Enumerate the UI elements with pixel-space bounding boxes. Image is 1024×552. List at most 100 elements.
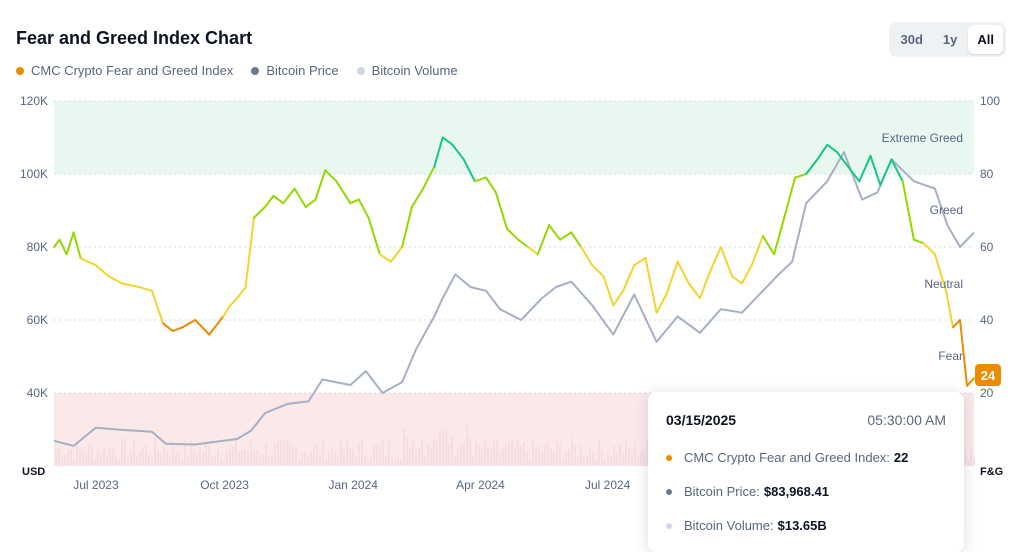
fng-line-segment[interactable] [527,246,539,256]
fng-line-segment[interactable] [922,242,936,256]
fng-line-segment[interactable] [162,322,174,332]
fng-line-segment[interactable] [794,173,808,179]
fng-line-segment[interactable] [740,264,753,285]
range-1y-button[interactable]: 1y [942,32,958,47]
fng-line-segment[interactable] [390,246,404,263]
fng-line-segment[interactable] [65,231,75,256]
fng-line-segment[interactable] [171,326,184,332]
volume-bar [973,457,975,466]
fng-line-segment[interactable] [357,198,370,219]
fng-line-segment[interactable] [506,227,520,241]
fng-line-segment[interactable] [719,246,734,278]
volume-bar [115,456,117,466]
fng-line-segment[interactable] [229,297,239,307]
fng-line-segment[interactable] [293,187,307,208]
fng-line-segment[interactable] [222,304,232,318]
fng-line-segment[interactable] [121,282,141,289]
fng-line-segment[interactable] [264,194,275,208]
fng-line-segment[interactable] [622,264,636,292]
fng-line-segment[interactable] [441,136,454,146]
fng-line-segment[interactable] [633,257,647,267]
fng-line-segment[interactable] [933,253,947,292]
fng-line-segment[interactable] [890,158,904,183]
fng-line-segment[interactable] [401,205,413,248]
fng-line-segment[interactable] [314,169,327,201]
fng-line-segment[interactable] [236,286,247,300]
fng-line-segment[interactable] [687,282,701,300]
fng-line-segment[interactable] [699,271,711,300]
fng-line-segment[interactable] [602,275,615,307]
fng-line-segment[interactable] [79,257,89,263]
fng-line-segment[interactable] [58,238,68,256]
legend-item-fng[interactable]: CMC Crypto Fear and Greed Index [16,63,233,78]
tooltip-dot-price [666,488,672,495]
fng-line-segment[interactable] [580,246,594,267]
fng-line-segment[interactable] [335,180,352,205]
fng-line-segment[interactable] [826,143,838,154]
legend-item-price[interactable]: Bitcoin Price [251,63,339,78]
fng-line-segment[interactable] [410,187,425,208]
fng-line-segment[interactable] [252,205,267,219]
fng-line-segment[interactable] [805,158,819,175]
fng-line-segment[interactable] [869,154,882,186]
fng-line-segment[interactable] [282,187,296,205]
fng-line-segment[interactable] [86,260,97,267]
fng-line-segment[interactable] [94,264,110,278]
fng-line-segment[interactable] [451,143,465,161]
fng-line-segment[interactable] [485,176,497,194]
fng-line-segment[interactable] [858,154,872,183]
fng-line-segment[interactable] [731,275,743,285]
fng-line-segment[interactable] [847,165,861,183]
fng-line-segment[interactable] [208,315,225,336]
fng-line-segment[interactable] [548,224,562,241]
fng-line-segment[interactable] [761,235,776,256]
fng-line-segment[interactable] [773,213,787,256]
fng-line-segment[interactable] [945,289,954,329]
fng-line-segment[interactable] [138,286,153,292]
fng-line-segment[interactable] [879,158,893,186]
fng-line-segment[interactable] [612,289,625,307]
fng-line-segment[interactable] [708,246,722,274]
fng-line-segment[interactable] [655,293,668,314]
fng-line-segment[interactable] [349,198,360,205]
fng-line-segment[interactable] [422,165,436,190]
fng-line-segment[interactable] [494,191,508,230]
fng-line-segment[interactable] [304,198,317,208]
fng-line-segment[interactable] [53,238,61,248]
fng-line-segment[interactable] [750,235,764,267]
fng-line-segment[interactable] [150,289,165,325]
fng-line-segment[interactable] [462,158,476,183]
fng-line-segment[interactable] [912,238,925,245]
fng-line-segment[interactable] [570,231,583,248]
fng-line-segment[interactable] [194,319,211,336]
fng-line-segment[interactable] [536,224,550,256]
fng-line-segment[interactable] [676,260,690,285]
range-all-button[interactable]: All [968,25,1003,54]
legend-item-volume[interactable]: Bitcoin Volume [356,63,458,78]
volume-bar [613,445,615,466]
fng-line-segment[interactable] [272,194,285,205]
fng-line-segment[interactable] [836,151,850,168]
fng-line-segment[interactable] [952,319,961,329]
fng-line-segment[interactable] [816,143,829,161]
fng-line-segment[interactable] [473,176,487,183]
fng-line-segment[interactable] [244,216,255,289]
fng-line-segment[interactable] [901,180,915,241]
fng-line-segment[interactable] [72,231,82,259]
fng-line-segment[interactable] [559,231,573,241]
fng-line-segment[interactable] [367,216,381,256]
fng-line-segment[interactable] [107,275,124,285]
fng-line-segment[interactable] [784,176,796,216]
fng-line-segment[interactable] [959,319,968,387]
fng-line-segment[interactable] [324,169,338,183]
fng-line-segment[interactable] [966,377,975,387]
fng-line-segment[interactable] [665,260,679,296]
fng-line-segment[interactable] [378,253,392,263]
fng-line-segment[interactable] [181,319,197,329]
fng-line-segment[interactable] [433,136,444,168]
bitcoin-price-line[interactable] [53,151,975,447]
fng-line-segment[interactable] [517,238,529,248]
fng-line-segment[interactable] [644,257,658,314]
fng-line-segment[interactable] [591,264,605,278]
range-30d-button[interactable]: 30d [900,32,923,47]
